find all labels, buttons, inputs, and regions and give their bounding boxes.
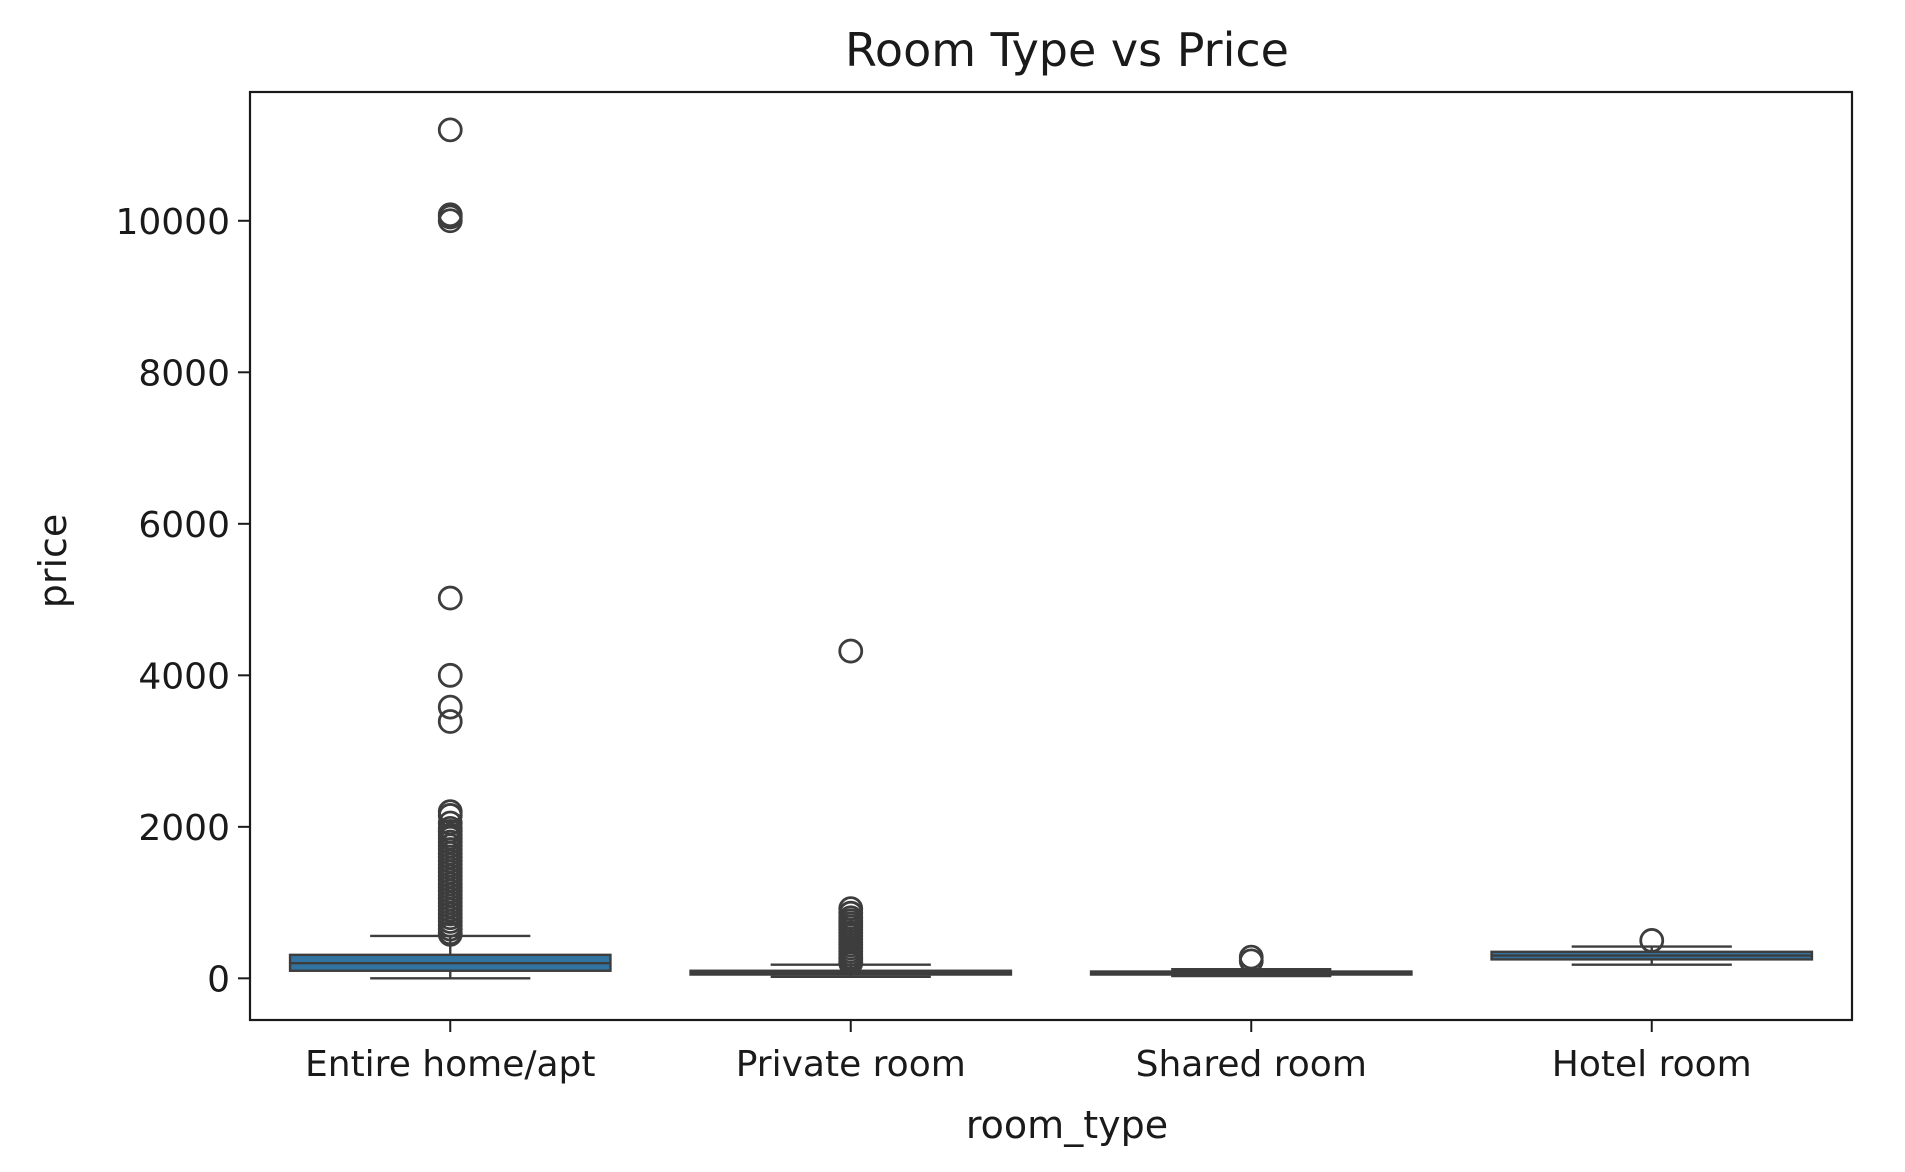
outlier-point	[1238, 948, 1264, 974]
outlier-point	[1639, 928, 1665, 953]
plot-area	[288, 117, 1814, 980]
x-tick-label: Hotel room	[1552, 1044, 1752, 1085]
y-tick-label: 4000	[138, 656, 230, 697]
box-group	[689, 638, 1013, 979]
y-tick-label: 0	[207, 959, 230, 1000]
x-tick-label: Private room	[736, 1044, 966, 1085]
y-tick-label: 10000	[115, 202, 230, 243]
x-tick-label: Shared room	[1136, 1044, 1367, 1085]
outlier-point	[437, 117, 463, 143]
plot-frame	[248, 90, 1854, 1022]
chart-title: Room Type vs Price	[845, 23, 1289, 77]
y-axis: 0 2000 4000 6000 8000 10000	[115, 202, 250, 1000]
outlier-point	[437, 208, 463, 234]
x-axis: Entire home/apt Private room Shared room Ho…	[305, 1020, 1752, 1085]
outlier-point	[437, 585, 463, 611]
outlier-point	[838, 638, 864, 664]
outlier-point	[838, 950, 864, 976]
y-tick-label: 2000	[138, 808, 230, 849]
y-axis-label: price	[31, 514, 75, 609]
box-group	[1490, 928, 1814, 966]
x-axis-label: room_type	[966, 1103, 1168, 1147]
outlier-point	[437, 921, 463, 947]
outlier-point	[437, 694, 463, 720]
outlier-point	[437, 662, 463, 688]
box-group	[1089, 944, 1413, 978]
y-tick-label: 6000	[138, 505, 230, 546]
box-group	[288, 117, 612, 980]
y-tick-label: 8000	[138, 353, 230, 394]
outlier-point	[437, 709, 463, 734]
x-tick-label: Entire home/apt	[305, 1044, 596, 1085]
